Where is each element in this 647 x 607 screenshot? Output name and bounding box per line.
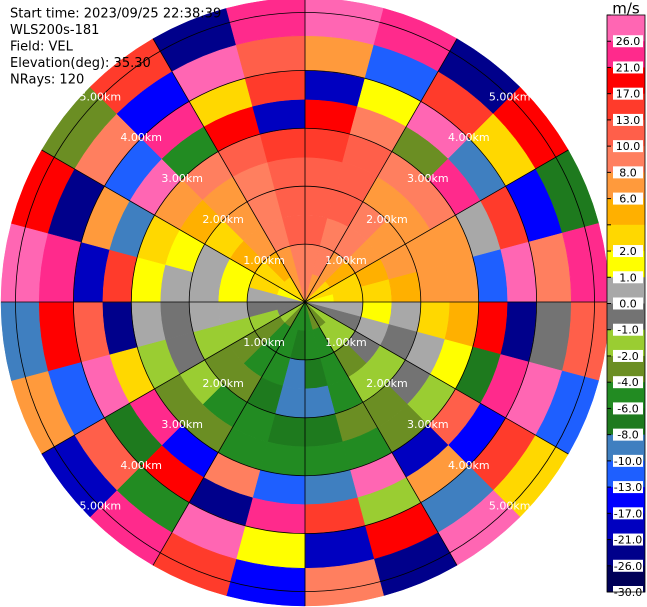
spoke <box>304 38 458 303</box>
tick-label-bg <box>613 349 643 362</box>
colorbar-frame <box>606 14 646 593</box>
colorbar: m/s 26.0 21.0 17.0 13.0 10.0 8.0 6.0 2.0 1.0 0.0 -1… <box>606 0 646 599</box>
range-label: 2.00km <box>366 377 408 390</box>
radar-cell <box>226 0 306 46</box>
colorbar-tick-label: -30.0 <box>614 586 642 599</box>
tick-label-bg <box>613 113 643 126</box>
tick-label-bg <box>613 166 643 179</box>
range-label: 3.00km <box>161 418 203 431</box>
tick-label-bg <box>613 402 643 415</box>
range-label: 4.00km <box>448 459 490 472</box>
tick-label-bg <box>613 35 643 48</box>
spoke <box>304 301 458 566</box>
colorbar-tick-label: -13.0 <box>614 481 642 494</box>
radar-cell <box>131 301 166 348</box>
tick-label-bg <box>613 297 643 310</box>
header-line: WLS200s-181 <box>10 23 99 38</box>
range-label: 1.00km <box>243 336 285 349</box>
radar-cell <box>304 128 351 163</box>
tick-label-bg <box>613 87 643 100</box>
colorbar-tick-label: 6.0 <box>619 193 637 206</box>
range-ring <box>72 69 538 535</box>
range-label: 3.00km <box>407 172 449 185</box>
range-label: 5.00km <box>489 90 531 103</box>
colorbar-tick-label: 0.0 <box>619 298 637 311</box>
range-label: 1.00km <box>325 336 367 349</box>
radar-cell <box>304 441 351 476</box>
colorbar-tick-label: -2.0 <box>617 350 638 363</box>
radar-cell <box>259 441 306 476</box>
tick-label-bg <box>613 559 643 572</box>
radar-cell <box>444 301 479 348</box>
range-label: 4.00km <box>448 131 490 144</box>
colorbar-tick-label: 2.0 <box>619 245 637 258</box>
colorbar-tick-label: -6.0 <box>617 402 638 415</box>
radar-cell <box>259 128 306 163</box>
colorbar-tick-label: 10.0 <box>616 140 641 153</box>
tick-label-bg <box>613 376 643 389</box>
colorbar-tick-label: -4.0 <box>617 376 638 389</box>
range-label: 4.00km <box>120 131 162 144</box>
spoke <box>304 301 569 455</box>
spoke <box>152 38 306 303</box>
tick-label-bg <box>613 245 643 258</box>
colorbar-tick-label: 8.0 <box>619 166 637 179</box>
range-label: 2.00km <box>202 213 244 226</box>
tick-label-bg <box>613 454 643 467</box>
colorbar-tick-label: 1.0 <box>619 271 637 284</box>
range-label: 2.00km <box>202 377 244 390</box>
range-label: 5.00km <box>79 90 121 103</box>
range-ring <box>130 127 480 477</box>
range-label: 1.00km <box>243 254 285 267</box>
range-label: 2.00km <box>366 213 408 226</box>
spoke <box>152 301 306 566</box>
colorbar-tick-label: 26.0 <box>616 35 641 48</box>
header-line: Start time: 2023/09/25 22:38:39 <box>10 7 221 22</box>
spoke <box>41 301 306 455</box>
tick-label-bg <box>613 192 643 205</box>
tick-label-bg <box>613 428 643 441</box>
colorbar-tick-label: -17.0 <box>614 507 642 520</box>
colorbar-tick-label: -10.0 <box>614 455 642 468</box>
colorbar-tick-label: -21.0 <box>614 534 642 547</box>
colorbar-tick-label: -26.0 <box>614 560 642 573</box>
tick-label-bg <box>613 533 643 546</box>
radar-cell <box>131 256 166 303</box>
tick-label-bg <box>613 481 643 494</box>
range-ring <box>15 12 595 592</box>
spoke <box>304 149 569 303</box>
tick-label-bg <box>613 271 643 284</box>
colorbar-tick-label: -1.0 <box>617 324 638 337</box>
range-label: 3.00km <box>161 172 203 185</box>
header-line: Elevation(deg): 35.30 <box>10 56 151 71</box>
colorbar-tick-label: -8.0 <box>617 429 638 442</box>
range-label: 3.00km <box>407 418 449 431</box>
colorbar-title: m/s <box>612 0 640 18</box>
tick-label-bg <box>613 507 643 520</box>
overlay: 1.00km 1.00km 1.00km 1.00km 2.00km 2.00km 2.00… <box>1 0 609 606</box>
range-label: 5.00km <box>79 500 121 513</box>
colorbar-tick-label: 17.0 <box>616 88 641 101</box>
colorbar-tick-label: 21.0 <box>616 61 641 74</box>
colorbar-tick-label: 13.0 <box>616 114 641 127</box>
range-ring <box>188 185 422 419</box>
radar-cell <box>444 256 479 303</box>
tick-label-bg <box>613 140 643 153</box>
range-label: 1.00km <box>325 254 367 267</box>
header-line: Field: VEL <box>10 40 74 55</box>
header: Start time: 2023/09/25 22:38:39WLS200s-1… <box>10 7 221 88</box>
tick-label-bg <box>613 323 643 336</box>
spoke <box>41 149 306 303</box>
range-ring <box>246 243 364 361</box>
range-label: 5.00km <box>489 500 531 513</box>
tick-label-bg <box>613 61 643 74</box>
radar-cells <box>0 0 610 607</box>
range-label: 4.00km <box>120 459 162 472</box>
header-line: NRays: 120 <box>10 73 84 88</box>
